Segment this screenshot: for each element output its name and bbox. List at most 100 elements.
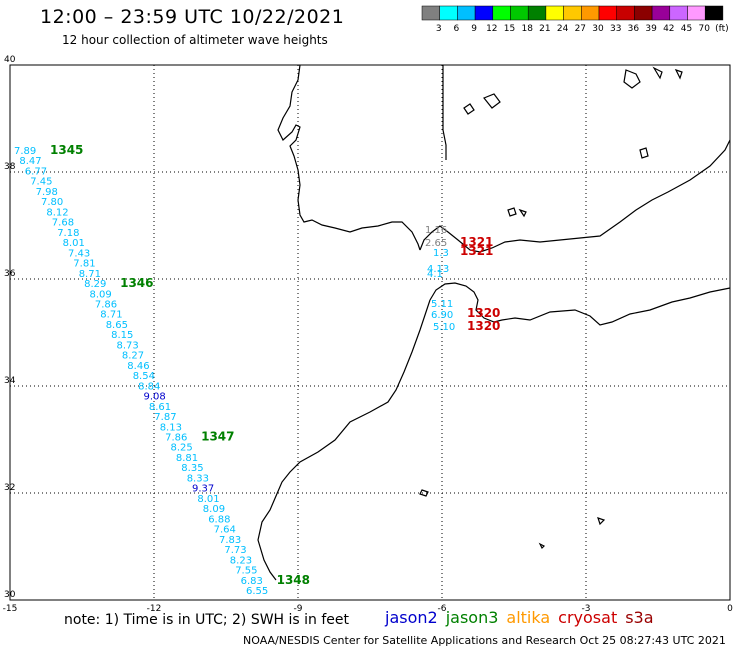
- wave-height-label: 7.89: [14, 146, 36, 157]
- satellite-legend: jason2 jason3 altika cryosat s3a: [385, 608, 662, 627]
- colorbar-label: 36: [628, 24, 640, 34]
- wave-height-label: 7.81: [73, 259, 95, 270]
- colorbar-swatch: [439, 5, 458, 21]
- lon-tick-label: -6: [438, 604, 447, 614]
- wave-height-label: 8.33: [187, 473, 209, 484]
- wave-height-label: 6.55: [246, 586, 268, 597]
- colorbar-label: (ft): [715, 24, 729, 34]
- wave-height-label: 7.64: [214, 525, 236, 536]
- coastline: [257, 64, 731, 581]
- colorbar-swatch: [474, 5, 494, 21]
- legend-jason3: jason3: [445, 608, 499, 627]
- wave-height-label: 8.12: [46, 207, 68, 218]
- wave-height-label: 7.86: [165, 433, 187, 444]
- colorbar-swatch: [634, 5, 653, 21]
- wave-height-label: 6.77: [25, 167, 47, 178]
- colorbar-label: 39: [645, 24, 657, 34]
- wave-height-label: 7.80: [41, 197, 63, 208]
- lon-tick-label: 0: [727, 604, 733, 614]
- wave-height-label: 8.29: [84, 279, 106, 290]
- colorbar-label: 24: [557, 24, 569, 34]
- lat-tick-label: 36: [4, 269, 16, 279]
- map-frame: [9, 64, 731, 601]
- lon-tick-label: -3: [582, 604, 591, 614]
- wave-height-label: 9.08: [144, 392, 166, 403]
- colorbar-label: 45: [681, 24, 692, 34]
- colorbar-swatch: [669, 5, 688, 21]
- cryosat-time-label: 1321: [460, 235, 493, 249]
- colorbar-swatch: [704, 5, 724, 21]
- cryosat-time-label: 1320: [467, 306, 500, 320]
- legend-jason2: jason2: [385, 608, 438, 627]
- colorbar-swatch: [616, 5, 635, 21]
- wave-height-label: 8.09: [90, 289, 112, 300]
- gibraltar-gray-label: 2.65: [425, 238, 447, 249]
- wave-height-label: 7.86: [95, 300, 117, 311]
- lat-tick-label: 32: [4, 483, 15, 493]
- legend-altika: altika: [506, 608, 551, 627]
- colorbar-label: 27: [575, 24, 586, 34]
- colorbar-swatch: [581, 5, 600, 21]
- wave-height-label: 7.83: [219, 535, 241, 546]
- colorbar-label: 33: [610, 24, 621, 34]
- colorbar-swatch: [687, 5, 706, 21]
- wave-height-label: 8.71: [79, 269, 101, 280]
- colorbar-swatch: [651, 5, 671, 21]
- colorbar-label: 12: [486, 24, 497, 34]
- pass-time-label: 1346: [120, 276, 153, 290]
- wave-height-label: 7.45: [30, 177, 52, 188]
- pass-time-label: 1348: [277, 573, 310, 587]
- page-subtitle: 12 hour collection of altimeter wave hei…: [62, 33, 328, 47]
- wave-height-label: 7.73: [224, 545, 246, 556]
- colorbar-swatch: [527, 5, 547, 21]
- colorbar-label: 70: [698, 24, 710, 34]
- colorbar-legend: 3 6 9 12 15 18 21 24 27 30 33 36 39 42 45 70 (ft): [421, 5, 729, 34]
- lon-tick-label: -15: [3, 604, 18, 614]
- legend-s3a: s3a: [625, 608, 654, 627]
- legend-cryosat: cryosat: [558, 608, 618, 627]
- wave-height-label: 8.65: [106, 320, 128, 331]
- wave-height-label: 9.37: [192, 484, 214, 495]
- colorbar-label: 6: [454, 24, 460, 34]
- page-title: 12:00 – 23:59 UTC 10/22/2021: [40, 6, 345, 28]
- cryosat-time-label: 1321: [460, 244, 493, 258]
- pass-time-label: 1347: [201, 430, 234, 444]
- gibraltar-cyan-label: 5.11: [431, 299, 453, 310]
- footer-credit: NOAA/NESDIS Center for Satellite Applica…: [243, 634, 726, 647]
- wave-height-label: 8.61: [149, 402, 171, 413]
- footer-note: note: 1) Time is in UTC; 2) SWH is in fe…: [64, 612, 350, 628]
- lon-tick-label: -9: [294, 604, 303, 614]
- colorbar-label: 30: [592, 24, 604, 34]
- lat-tick-label: 30: [4, 590, 16, 600]
- wave-height-label: 8.84: [138, 381, 160, 392]
- colorbar-swatch: [563, 5, 582, 21]
- wave-height-label: 8.25: [171, 443, 193, 454]
- colorbar-label: 3: [436, 24, 442, 34]
- wave-height-label: 7.68: [52, 218, 74, 229]
- wave-height-label: 8.35: [181, 463, 203, 474]
- lat-tick-label: 34: [4, 376, 16, 386]
- wave-height-label: 8.71: [100, 310, 122, 321]
- wave-height-label: 8.09: [203, 504, 225, 515]
- colorbar-swatch: [457, 5, 476, 21]
- colorbar-label: 15: [504, 24, 515, 34]
- colorbar-swatch: [598, 5, 617, 21]
- wave-height-label: 6.88: [208, 514, 230, 525]
- wave-height-label: 7.87: [154, 412, 176, 423]
- wave-height-label: 8.46: [127, 361, 149, 372]
- lat-tick-label: 38: [4, 162, 16, 172]
- wave-height-label: 8.01: [63, 238, 85, 249]
- colorbar-label: 18: [521, 24, 533, 34]
- pass-time-label: 1345: [50, 143, 83, 157]
- wave-height-label: 6.83: [241, 576, 263, 587]
- colorbar-swatch: [510, 5, 529, 21]
- wave-height-label: 8.73: [117, 340, 139, 351]
- wave-height-label: 7.18: [57, 228, 79, 239]
- wave-height-label: 7.98: [36, 187, 58, 198]
- wave-height-label: 8.54: [133, 371, 155, 382]
- wave-height-label: 8.27: [122, 351, 144, 362]
- gibraltar-cyan-label: 6.90: [431, 310, 453, 321]
- lon-tick-label: -12: [147, 604, 162, 614]
